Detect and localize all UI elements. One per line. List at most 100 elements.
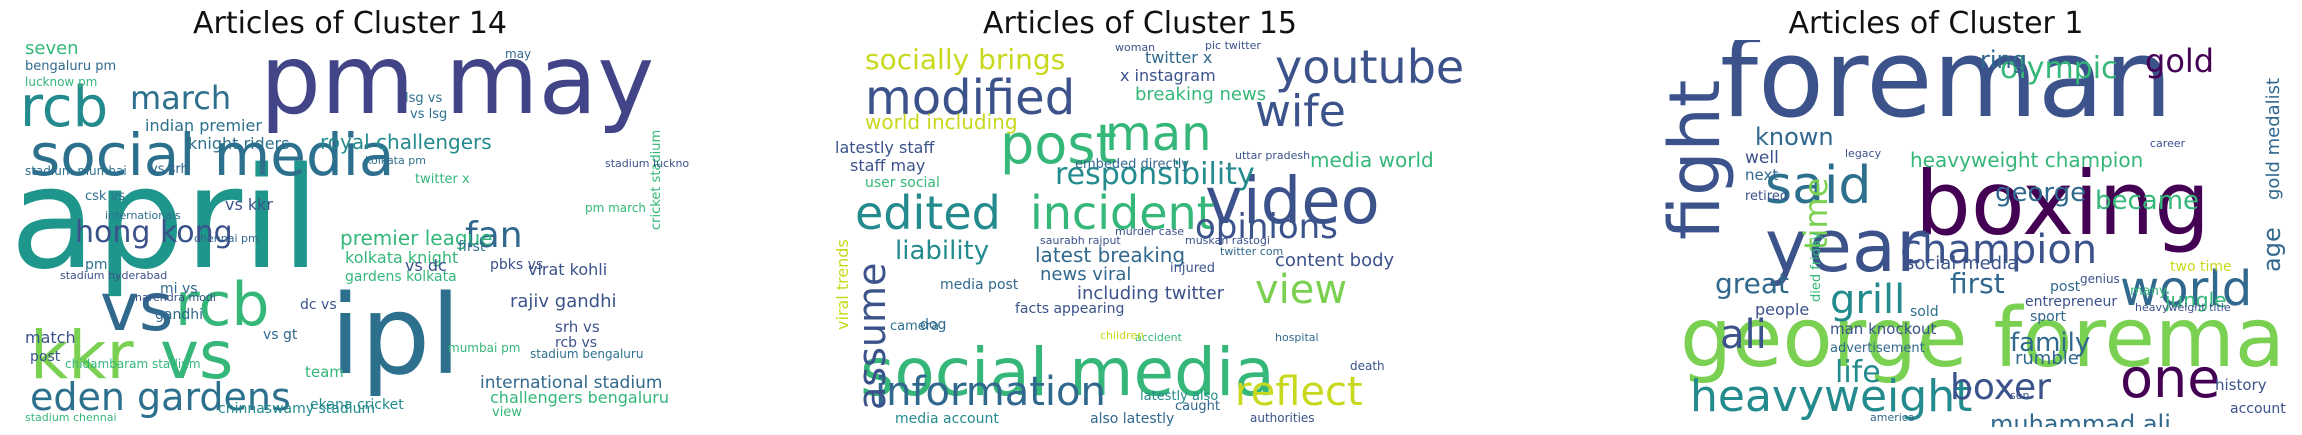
word: assume bbox=[850, 262, 894, 410]
word: foreman bbox=[1720, 40, 2173, 142]
word: twitter com bbox=[1220, 245, 1284, 258]
word: latestly also bbox=[1140, 389, 1219, 404]
word: vs srh bbox=[150, 162, 189, 177]
word: youtube bbox=[1275, 40, 1465, 94]
word: vs bbox=[100, 269, 174, 346]
word: pic twitter bbox=[1205, 40, 1261, 52]
word: champion bbox=[1900, 227, 2098, 273]
word: edited bbox=[855, 186, 1001, 240]
word: first bbox=[1950, 267, 2005, 300]
word: video bbox=[1205, 165, 1380, 239]
word: april bbox=[10, 138, 321, 301]
word: vs dc bbox=[405, 256, 447, 275]
word: one bbox=[2120, 347, 2221, 410]
word: olympic bbox=[2000, 51, 2118, 86]
cluster-1-panel: Articles of Cluster 1 foreman boxing geo… bbox=[1570, 0, 2302, 435]
word: match bbox=[25, 328, 76, 347]
word: man knockout bbox=[1830, 320, 1937, 338]
word: hong kong bbox=[75, 215, 233, 250]
word: gold medalist bbox=[2263, 77, 2284, 200]
word: seven bbox=[25, 40, 79, 59]
word: media world bbox=[1310, 148, 1434, 172]
word: well bbox=[1745, 148, 1779, 168]
word: camera bbox=[890, 319, 940, 334]
word: rcb vs bbox=[555, 335, 598, 351]
word: fight bbox=[1654, 79, 1736, 240]
word: news viral bbox=[1040, 264, 1132, 285]
cluster-1-wordcloud: foreman boxing george foreman fight year… bbox=[1650, 40, 2290, 427]
word: dog bbox=[920, 317, 947, 333]
word: srh vs bbox=[555, 318, 600, 336]
word: kolkata knight bbox=[345, 248, 459, 267]
word: social media bbox=[1905, 253, 2019, 274]
cluster-14-title: Articles of Cluster 14 bbox=[192, 6, 508, 41]
word: challengers bengaluru bbox=[490, 388, 670, 407]
word: latest breaking bbox=[1035, 243, 1186, 267]
word: entrepreneur bbox=[2025, 294, 2118, 310]
word: csk vs bbox=[85, 189, 126, 204]
word: incident bbox=[1030, 186, 1215, 240]
word: said bbox=[1765, 156, 1872, 216]
word: lucknow pm bbox=[25, 75, 98, 89]
word: view bbox=[1255, 267, 1348, 313]
word: george bbox=[1995, 178, 2087, 208]
word: vs bbox=[160, 317, 234, 394]
word: post bbox=[30, 349, 61, 365]
cluster-15-title: Articles of Cluster 15 bbox=[982, 6, 1298, 41]
word: responsibility bbox=[1055, 157, 1255, 192]
word: chennai pm bbox=[194, 232, 259, 245]
word: view bbox=[492, 405, 522, 420]
word: staff may bbox=[850, 156, 926, 175]
word: breaking news bbox=[1135, 84, 1267, 105]
word: virat kohli bbox=[528, 260, 608, 279]
word: dc vs bbox=[300, 297, 337, 313]
word: heavyweight champion bbox=[1910, 148, 2144, 172]
word: son bbox=[2010, 389, 2030, 402]
word: jungle bbox=[2165, 288, 2227, 312]
word: may bbox=[505, 47, 532, 61]
word: uttar pradesh bbox=[1235, 149, 1311, 162]
word: socially brings bbox=[865, 43, 1066, 76]
word: royal challengers bbox=[320, 130, 492, 154]
word: premier league bbox=[340, 226, 493, 250]
word: advertisement bbox=[1830, 341, 1925, 356]
word: stadium hyderabad bbox=[60, 269, 168, 282]
word: information bbox=[875, 369, 1106, 415]
word: user social bbox=[865, 175, 940, 191]
word: vs kkr bbox=[225, 195, 273, 214]
word: family bbox=[2010, 328, 2091, 358]
word: first bbox=[458, 239, 486, 255]
word: muhammad ali bbox=[1990, 410, 2171, 427]
word: including twitter bbox=[1077, 283, 1225, 304]
word: team bbox=[305, 363, 344, 381]
word: legacy bbox=[1845, 147, 1882, 160]
word: reflect bbox=[1235, 369, 1363, 415]
word: retired bbox=[1745, 189, 1789, 204]
word: latestly staff bbox=[835, 138, 935, 157]
word: next bbox=[1745, 166, 1779, 184]
word: sport bbox=[2030, 309, 2066, 325]
word: became bbox=[2095, 186, 2200, 216]
word: modified bbox=[865, 70, 1076, 126]
word: authorities bbox=[1250, 411, 1315, 425]
word: sold bbox=[1910, 304, 1939, 320]
word: known bbox=[1755, 123, 1834, 151]
word: caught bbox=[1175, 399, 1220, 414]
word: pm bbox=[260, 40, 415, 136]
word: ekana cricket bbox=[310, 397, 404, 413]
word: stadium mumbai bbox=[25, 164, 127, 178]
word: account bbox=[2230, 401, 2286, 417]
word: heavyweight title bbox=[2135, 301, 2231, 314]
word: ali bbox=[1720, 312, 1767, 358]
word: muskan rastogi bbox=[1185, 234, 1270, 247]
word: stadium bengaluru bbox=[530, 347, 644, 361]
word: vs lsg bbox=[410, 107, 448, 122]
word: saurabh rajput bbox=[1040, 234, 1121, 247]
word: international stadium bbox=[480, 373, 663, 393]
word: wife bbox=[1255, 86, 1346, 137]
word: ipl bbox=[330, 271, 461, 399]
cluster-14-wordcloud: pm may april social media rcb march vs k… bbox=[10, 40, 690, 427]
word: lsg vs bbox=[405, 91, 443, 106]
word: also latestly bbox=[1090, 411, 1175, 427]
word: people bbox=[1755, 300, 1810, 319]
